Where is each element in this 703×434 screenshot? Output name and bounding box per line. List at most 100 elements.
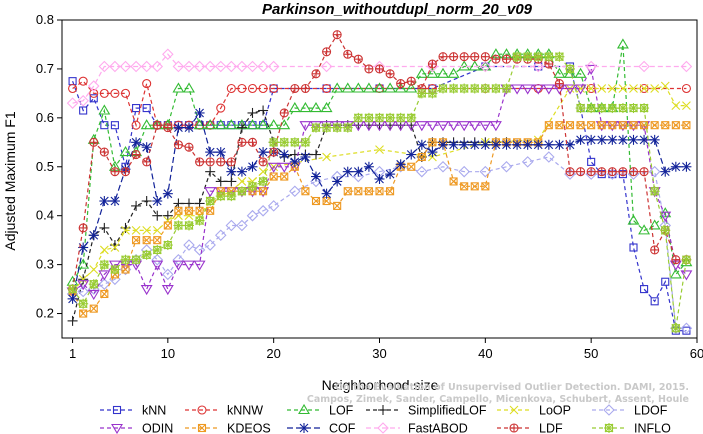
point-fastabod — [638, 60, 650, 73]
point-knnw — [258, 83, 268, 94]
point-inflo — [141, 249, 152, 260]
point-loop — [607, 84, 617, 93]
point-inflo — [660, 225, 671, 236]
point-ldf — [237, 137, 247, 147]
legend-item-simplifiedlof: SimplifiedLOF — [366, 404, 487, 418]
y-tick-label: 0.4 — [36, 208, 54, 223]
point-cof — [279, 149, 290, 160]
point-ldf — [628, 167, 639, 177]
point-ldf — [343, 49, 353, 59]
series-inflo — [67, 51, 692, 334]
point-kdeos — [597, 121, 606, 130]
legend-label: FastABOD — [408, 422, 468, 434]
point-inflo — [649, 186, 660, 197]
point-knn — [650, 297, 659, 306]
point-knn — [142, 104, 151, 113]
series-kdeos — [68, 121, 691, 318]
point-ldof — [564, 168, 576, 180]
point-loop — [89, 265, 99, 274]
point-ldf — [554, 79, 564, 89]
point-inflo — [596, 103, 607, 114]
point-loop — [99, 245, 109, 255]
point-knnw — [99, 88, 109, 98]
y-axis: 0.2 0.3 0.4 0.5 0.6 0.7 0.8 — [36, 12, 62, 321]
point-cof — [374, 174, 385, 184]
series-ldf — [68, 30, 691, 294]
point-loop — [597, 84, 607, 93]
point-cof — [131, 137, 142, 148]
legend-label: SimplifiedLOF — [408, 404, 487, 418]
series-fastabod — [66, 48, 693, 109]
point-inflo — [681, 254, 692, 265]
point-odin — [331, 121, 344, 132]
point-cof — [236, 166, 247, 177]
point-lof — [405, 82, 418, 93]
point-cof — [469, 139, 480, 150]
point-knnw — [247, 83, 258, 94]
point-lof — [140, 119, 153, 130]
point-loop — [375, 145, 384, 155]
point-cof — [406, 149, 417, 160]
point-ldof — [648, 165, 661, 178]
point-inflo — [543, 51, 554, 62]
point-inflo — [554, 51, 565, 62]
point-inflo — [512, 51, 523, 62]
point-kdeos — [587, 121, 596, 130]
point-fastabod — [585, 60, 597, 73]
point-lof — [214, 119, 227, 130]
point-inflo — [332, 122, 343, 133]
point-ldf — [438, 52, 448, 62]
point-cof — [607, 134, 618, 145]
legend-item-knnw: kNNW — [185, 404, 263, 418]
point-fastabod — [87, 80, 100, 92]
series-layer — [66, 30, 693, 335]
point-fastabod — [109, 60, 121, 73]
point-cof — [205, 147, 216, 158]
point-inflo — [448, 83, 459, 94]
legend-label: COF — [329, 422, 356, 434]
point-fastabod — [172, 60, 185, 73]
point-cof — [258, 147, 269, 158]
point-knn — [661, 277, 670, 286]
point-ldof — [680, 322, 693, 334]
point-ldf — [216, 157, 226, 167]
point-kdeos — [618, 121, 627, 130]
y-tick-label: 0.6 — [36, 110, 54, 125]
point-loop — [660, 81, 670, 91]
point-inflo — [120, 254, 131, 265]
point-cof — [162, 188, 173, 199]
point-lof — [172, 82, 185, 93]
y-tick-label: 0.8 — [36, 12, 54, 27]
point-loop — [78, 274, 88, 284]
y-tick-label: 0.5 — [36, 159, 54, 174]
point-cof — [184, 122, 194, 133]
point-fastabod — [214, 60, 227, 73]
point-lof — [553, 67, 566, 78]
point-loop — [131, 225, 141, 235]
point-odin — [659, 211, 672, 222]
point-odin — [161, 285, 174, 296]
point-ldf — [470, 52, 480, 62]
point-lof — [574, 67, 587, 78]
point-cof — [617, 134, 628, 145]
point-cof — [480, 139, 491, 150]
point-inflo — [427, 88, 438, 99]
point-fastabod — [77, 94, 89, 107]
point-lof — [331, 82, 344, 93]
point-fastabod — [680, 60, 693, 73]
point-kdeos — [417, 152, 426, 162]
point-cof — [215, 147, 226, 158]
point-inflo — [99, 259, 110, 270]
point-kdeos — [629, 121, 638, 130]
point-fastabod — [426, 60, 439, 73]
point-knn — [132, 104, 141, 113]
point-ldf — [173, 140, 183, 150]
point-cof — [342, 166, 353, 177]
point-inflo — [480, 83, 491, 94]
legend-marker-kdeos — [197, 423, 207, 433]
point-ldf — [650, 245, 660, 255]
x-axis: 1 10 20 30 40 50 60 — [69, 338, 703, 361]
point-inflo — [247, 181, 258, 192]
point-ldf — [364, 64, 374, 74]
point-ldof — [257, 205, 269, 217]
